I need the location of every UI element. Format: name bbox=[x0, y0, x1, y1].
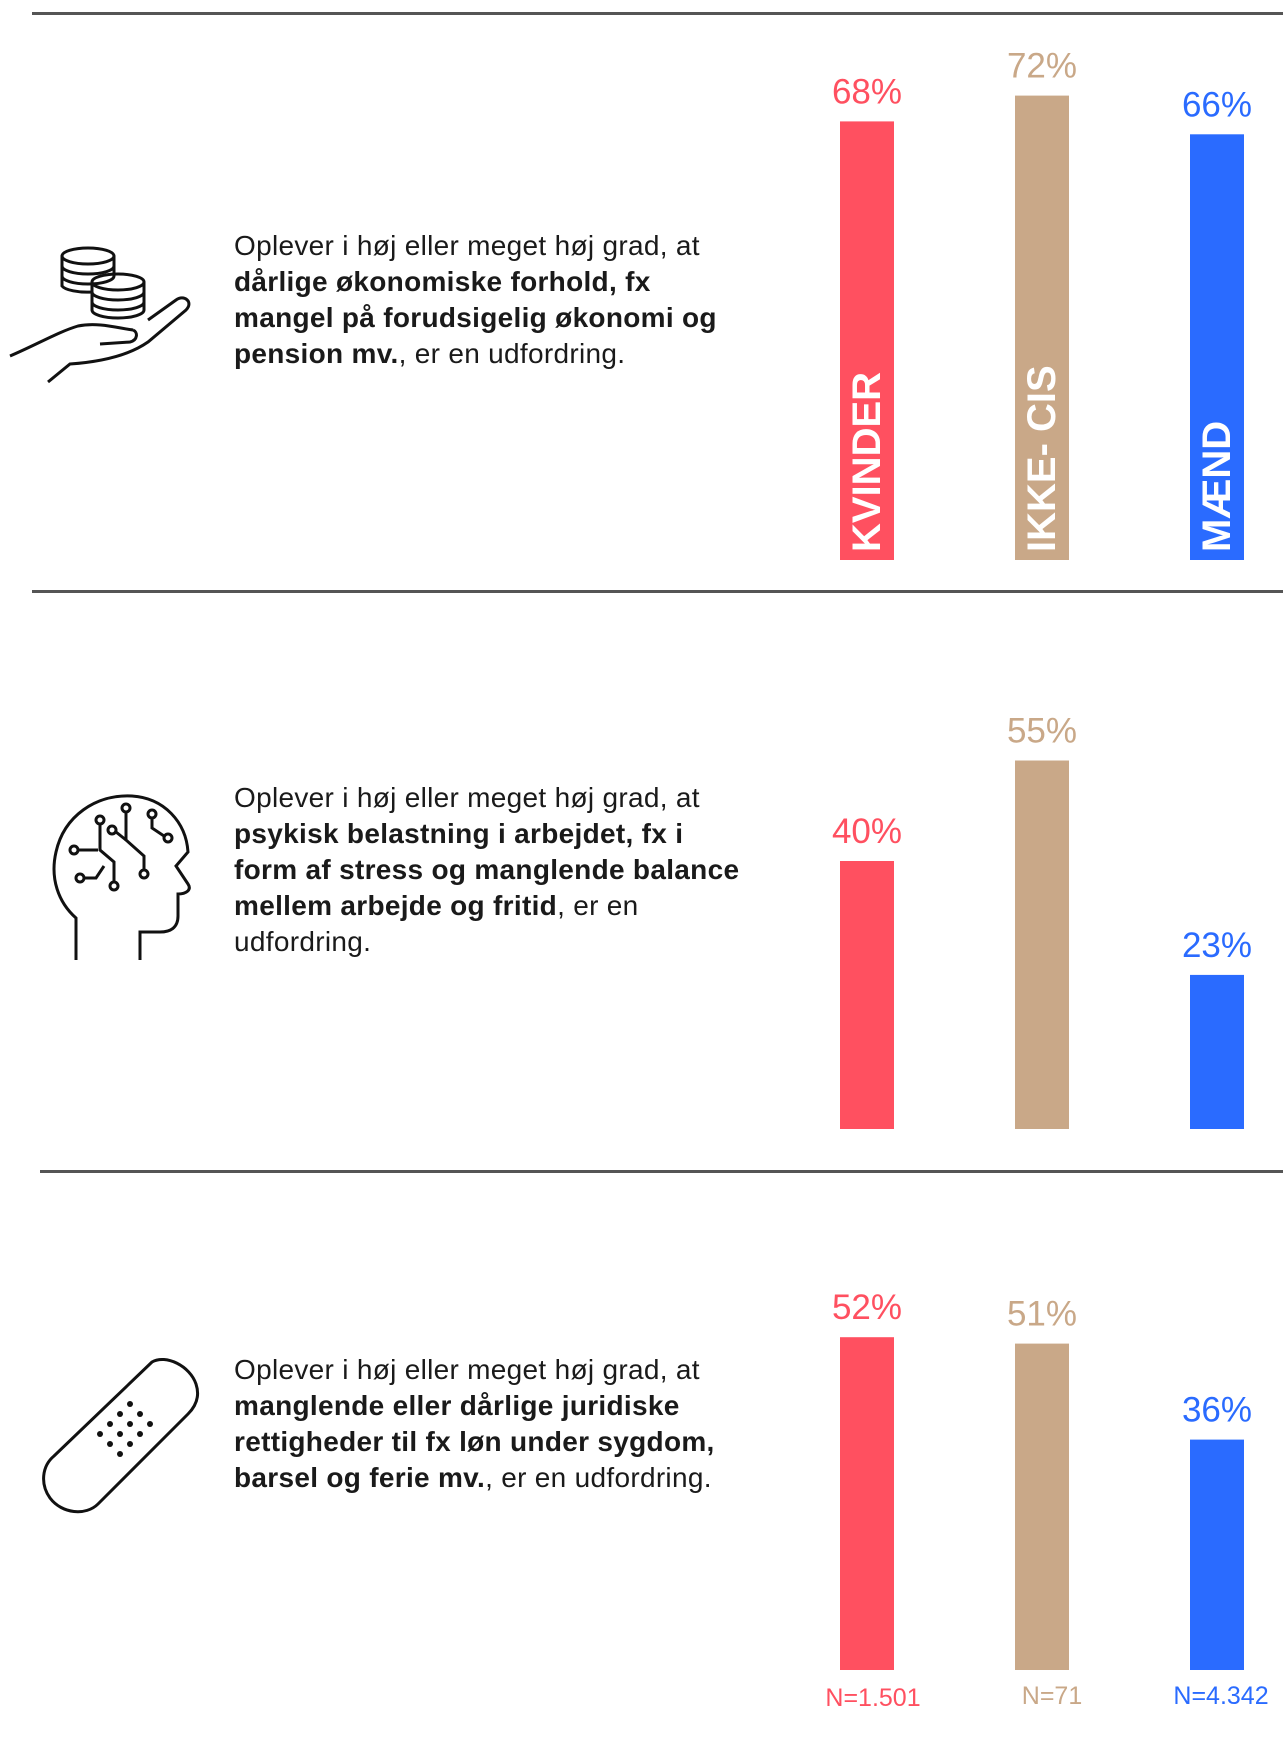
bar-chart-legal-rights: 52% 51% 36% bbox=[832, 1288, 1252, 1670]
bar-kvinder bbox=[840, 1337, 894, 1670]
bar-kvinder bbox=[840, 121, 894, 561]
description-emphasis: psykisk belastning i arbejdet, fx i form… bbox=[234, 818, 740, 921]
bar-chart-mental-strain: 40% 55% 23% bbox=[832, 712, 1252, 1129]
value-label-maend: 66% bbox=[1182, 85, 1252, 124]
bar-maend bbox=[1190, 1439, 1244, 1670]
section-mental-strain: Oplever i høj eller meget høj grad, at p… bbox=[52, 712, 1252, 1129]
category-label-maend: MÆND bbox=[1195, 421, 1239, 552]
bandage-icon bbox=[42, 1358, 200, 1514]
sample-size-maend: N=4.342 bbox=[1173, 1682, 1269, 1710]
description-tail: , er en udfordring. bbox=[398, 338, 626, 369]
bar-chart-economy: 68% KVINDER 72% IKKE- CIS 66% MÆND bbox=[832, 47, 1252, 561]
value-label-maend: 23% bbox=[1182, 926, 1252, 965]
description-legal-rights: Oplever i høj eller meget høj grad, at m… bbox=[234, 1352, 754, 1496]
section-economy: Oplever i høj eller meget høj grad, at d… bbox=[0, 0, 1283, 590]
bar-kvinder bbox=[840, 861, 894, 1129]
description-mental-strain: Oplever i høj eller meget høj grad, at p… bbox=[234, 780, 754, 960]
category-label-ikke-cis: IKKE- CIS bbox=[1020, 365, 1064, 552]
description-tail: , er en udfordring. bbox=[234, 890, 639, 957]
value-label-kvinder: 68% bbox=[832, 72, 902, 111]
sample-size-ikke-cis: N=71 bbox=[1021, 1682, 1083, 1710]
bar-ikke-cis bbox=[1015, 760, 1069, 1129]
description-lead: Oplever i høj eller meget høj grad, at bbox=[234, 1354, 700, 1385]
value-label-ikke-cis: 72% bbox=[1007, 47, 1077, 86]
description-tail: , er en udfordring. bbox=[485, 1462, 712, 1493]
value-label-ikke-cis: 55% bbox=[1007, 712, 1077, 751]
sample-size-kvinder: N=1.501 bbox=[825, 1684, 921, 1712]
divider-top bbox=[32, 12, 1283, 15]
bar-ikke-cis bbox=[1015, 1343, 1069, 1670]
value-label-kvinder: 52% bbox=[832, 1288, 902, 1327]
description-lead: Oplever i høj eller meget høj grad, at bbox=[234, 230, 700, 261]
category-label-kvinder: KVINDER bbox=[845, 372, 889, 552]
divider-lower bbox=[40, 1170, 1283, 1173]
value-label-kvinder: 40% bbox=[832, 812, 902, 851]
description-lead: Oplever i høj eller meget høj grad, at bbox=[234, 782, 700, 813]
value-label-maend: 36% bbox=[1182, 1391, 1252, 1430]
description-economy: Oplever i høj eller meget høj grad, at d… bbox=[234, 228, 754, 372]
bar-maend bbox=[1190, 134, 1244, 561]
bar-maend bbox=[1190, 974, 1244, 1129]
bar-ikke-cis bbox=[1015, 95, 1069, 560]
value-label-ikke-cis: 51% bbox=[1007, 1295, 1077, 1334]
divider-middle bbox=[32, 590, 1283, 593]
description-emphasis: dårlige økonomiske forhold, fx mangel på… bbox=[234, 266, 717, 369]
hand-coins-icon bbox=[9, 246, 191, 384]
brain-circuit-head-icon bbox=[52, 794, 191, 960]
description-emphasis: manglende eller dårlige juridiske rettig… bbox=[234, 1390, 715, 1493]
